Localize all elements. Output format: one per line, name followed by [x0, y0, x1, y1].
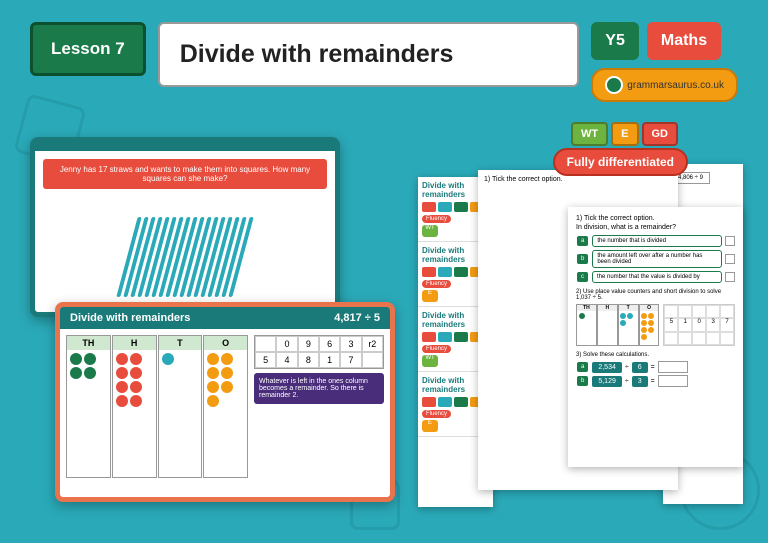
slide-straws: 3 Jenny has 17 straws and wants to make …	[30, 137, 340, 317]
remainder-note: Whatever is left in the ones column beco…	[254, 373, 384, 404]
lesson-badge: Lesson 7	[30, 22, 146, 76]
year-badge: Y5	[591, 22, 639, 60]
slide1-question: Jenny has 17 straws and wants to make th…	[43, 159, 327, 189]
subject-badge: Maths	[647, 22, 721, 60]
lesson-title: Divide with remainders	[158, 22, 580, 87]
fully-differentiated-label: Fully differentiated	[553, 148, 688, 176]
worksheet-front: 1) Tick the correct option. In division,…	[568, 207, 743, 467]
site-badge: grammarsaurus.co.uk	[591, 68, 738, 102]
differentiation-badges: WT E GD	[571, 122, 678, 146]
slide-division: Divide with remainders 4,817 ÷ 5 THHTO 0…	[55, 302, 395, 502]
